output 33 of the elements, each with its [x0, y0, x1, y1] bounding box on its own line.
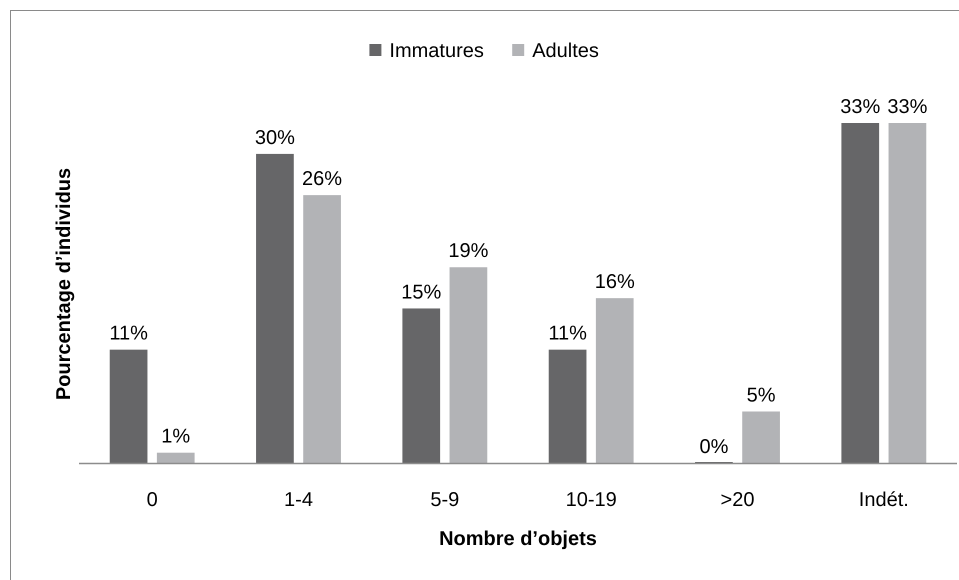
x-tick-label: 1-4: [284, 489, 313, 511]
bar: [548, 350, 586, 463]
data-label: 11%: [548, 322, 588, 345]
bar: [402, 308, 440, 463]
x-axis-title: Nombre d’objets: [439, 528, 597, 550]
x-tick-label: >20: [720, 489, 754, 511]
bar: [742, 411, 780, 463]
legend-label: Adultes: [532, 40, 599, 62]
bar: [303, 195, 341, 463]
bar: [450, 267, 488, 463]
bar: [841, 123, 880, 463]
bar: [110, 350, 148, 463]
data-label: 1%: [161, 426, 190, 448]
bar: [256, 154, 294, 463]
x-tick-label: 10-19: [566, 489, 617, 511]
data-label: 16%: [594, 271, 635, 294]
bar: [156, 452, 195, 463]
data-label: 30%: [254, 126, 296, 149]
data-label: 11%: [109, 322, 148, 345]
x-tick-label: 0: [146, 489, 158, 511]
x-tick-label: 5-9: [430, 489, 460, 511]
data-label: 15%: [401, 281, 442, 304]
bar: [596, 298, 634, 463]
data-label: 5%: [746, 384, 776, 406]
x-tick-label: Indét.: [858, 489, 909, 511]
legend-label: Immatures: [389, 40, 484, 62]
data-label: 19%: [448, 240, 489, 262]
data-label: 26%: [302, 168, 342, 190]
data-label: 33%: [887, 96, 928, 118]
bar: [888, 123, 926, 463]
data-label: 0%: [699, 436, 729, 458]
y-axis-title: Pourcentage d’individus: [53, 168, 75, 400]
data-label: 33%: [840, 96, 880, 118]
